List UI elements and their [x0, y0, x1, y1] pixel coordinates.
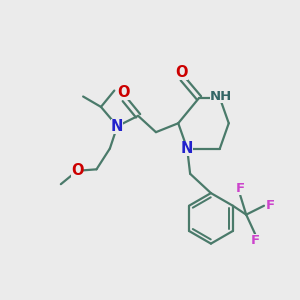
Text: N: N: [111, 119, 124, 134]
Text: NH: NH: [210, 90, 232, 103]
Text: F: F: [236, 182, 245, 195]
Text: O: O: [176, 64, 188, 80]
Text: F: F: [250, 234, 260, 247]
Text: O: O: [117, 85, 130, 100]
Text: N: N: [180, 141, 193, 156]
Text: O: O: [71, 163, 83, 178]
Text: F: F: [266, 199, 275, 212]
